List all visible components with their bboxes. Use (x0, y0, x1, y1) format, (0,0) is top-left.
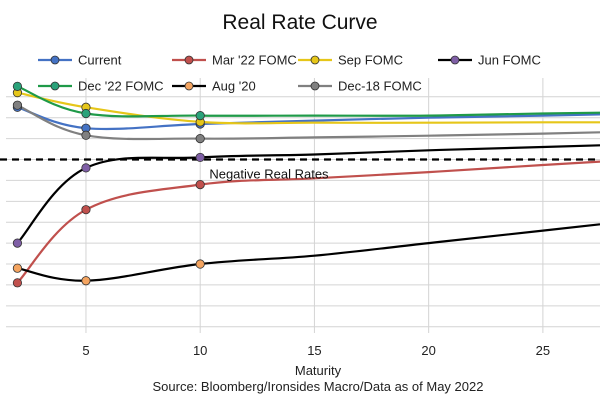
legend-item-dec-22-fomc: Dec '22 FOMC (38, 79, 164, 94)
annotations: Negative Real Rates (209, 166, 329, 181)
x-tick-label: 15 (307, 343, 321, 358)
annotation-negative-real-rates: Negative Real Rates (209, 166, 329, 181)
legend: Current Mar '22 FOMC Sep FOMC Jun FOMC Dec '… (38, 53, 541, 94)
legend-label: Dec '22 FOMC (78, 79, 164, 94)
data-point-dec-18-fomc (12, 100, 23, 110)
data-point-dec-22-fomc (195, 111, 205, 121)
data-point-aug-20 (195, 259, 205, 269)
legend-swatch-marker (310, 55, 320, 65)
legend-label: Sep FOMC (338, 53, 403, 68)
chart-title: Real Rate Curve (222, 11, 377, 34)
data-point-dec-22-fomc (12, 81, 23, 91)
legend-item-current: Current (38, 53, 122, 68)
legend-label: Jun FOMC (478, 53, 541, 68)
data-point-jun-fomc (12, 238, 23, 248)
x-tick-label: 25 (536, 343, 550, 358)
legend-item-jun-fomc: Jun FOMC (438, 53, 541, 68)
legend-swatch-marker (50, 81, 60, 91)
data-point-aug-20 (81, 276, 91, 286)
source-note: Source: Bloomberg/Ironsides Macro/Data a… (153, 379, 484, 394)
data-point-mar-22-fomc (12, 278, 23, 288)
legend-item-aug-20: Aug '20 (172, 79, 256, 94)
x-tick-label: 5 (82, 343, 89, 358)
legend-swatch-marker (184, 55, 194, 65)
legend-item-mar-22-fomc: Mar '22 FOMC (172, 53, 297, 68)
data-point-jun-fomc (195, 152, 205, 163)
legend-label: Dec-18 FOMC (338, 79, 422, 94)
legend-item-dec-18-fomc: Dec-18 FOMC (298, 79, 422, 94)
data-point-dec-22-fomc (81, 108, 91, 119)
legend-item-sep-fomc: Sep FOMC (298, 53, 403, 68)
data-point-mar-22-fomc (195, 179, 205, 190)
data-point-dec-18-fomc (195, 134, 205, 144)
x-axis-label: Maturity (295, 363, 342, 378)
legend-label: Aug '20 (212, 79, 256, 94)
x-tick-label: 10 (193, 343, 207, 358)
data-point-jun-fomc (81, 163, 91, 173)
legend-swatch-marker (310, 81, 320, 91)
x-tick-labels: 5 10 15 20 25 (82, 343, 550, 358)
legend-swatch-marker (450, 55, 460, 65)
data-point-mar-22-fomc (81, 205, 91, 215)
data-point-aug-20 (12, 263, 23, 273)
series-markers (12, 81, 205, 288)
x-tick-label: 20 (421, 343, 435, 358)
legend-label: Mar '22 FOMC (212, 53, 297, 68)
legend-label: Current (78, 53, 122, 68)
legend-swatch-marker (50, 55, 60, 65)
legend-swatch-marker (184, 81, 194, 91)
data-point-dec-18-fomc (81, 130, 91, 140)
